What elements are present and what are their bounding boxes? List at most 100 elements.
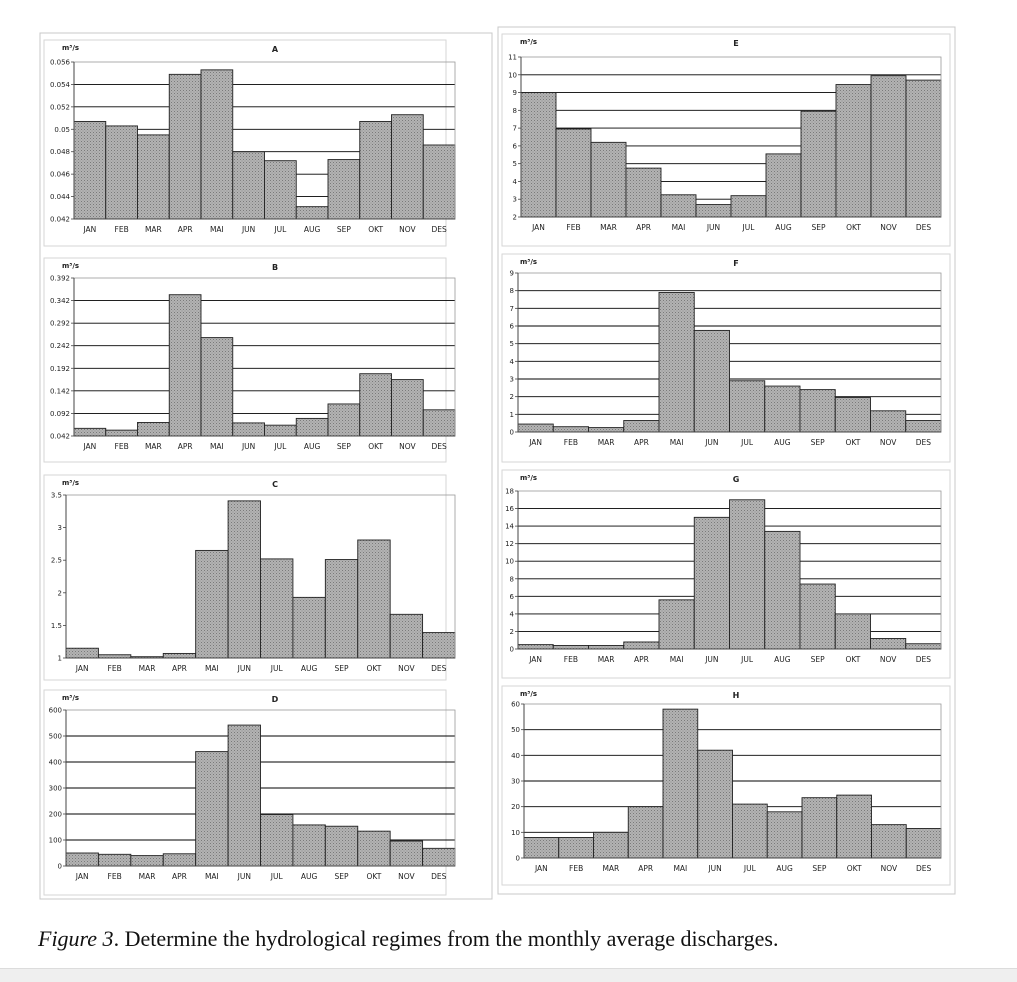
x-tick-label: APR	[636, 223, 651, 232]
y-unit-label: m³/s	[62, 44, 79, 52]
bar-c-sep	[324, 559, 359, 659]
bar-c-aug	[292, 596, 326, 659]
bar-h-mar	[593, 831, 629, 859]
x-tick-label: SEP	[337, 225, 351, 234]
bar-g-mar	[588, 645, 625, 650]
bar-h-aug	[766, 811, 803, 859]
bar-b-jan	[73, 427, 107, 437]
y-unit-label: m³/s	[62, 694, 79, 702]
y-tick-label: 1.5	[51, 622, 62, 630]
x-tick-label: OKT	[368, 442, 383, 451]
x-tick-label: NOV	[398, 664, 415, 673]
y-tick-label: 3	[513, 196, 517, 204]
y-tick-label: 300	[49, 785, 62, 793]
x-tick-label: OKT	[845, 438, 860, 447]
bar-b-apr	[168, 294, 202, 437]
bar-a-nov	[391, 114, 424, 220]
x-tick-label: NOV	[881, 864, 898, 873]
bar-b-okt	[359, 373, 392, 437]
x-tick-label: AUG	[304, 442, 321, 451]
x-tick-label: DES	[431, 664, 447, 673]
x-tick-label: OKT	[846, 223, 861, 232]
x-tick-label: APR	[634, 655, 649, 664]
x-tick-label: OKT	[368, 225, 383, 234]
x-tick-label: SEP	[335, 664, 349, 673]
bar-e-okt	[835, 84, 872, 218]
x-tick-label: FEB	[115, 225, 129, 234]
bar-g-jun	[693, 516, 730, 650]
bar-e-apr	[625, 167, 662, 218]
x-tick-label: APR	[178, 225, 193, 234]
y-tick-label: 3	[510, 376, 514, 384]
y-tick-label: 600	[49, 707, 62, 715]
x-tick-label: MAR	[602, 864, 619, 873]
bar-h-jan	[523, 837, 560, 859]
bar-e-nov	[870, 75, 907, 218]
bar-d-jun	[227, 724, 261, 867]
y-unit-label: m³/s	[520, 38, 537, 46]
bar-h-okt	[836, 794, 872, 859]
bar-d-feb	[97, 853, 132, 867]
y-tick-label: 0.392	[50, 275, 70, 283]
y-tick-label: 0.142	[50, 387, 70, 395]
bar-c-apr	[162, 652, 197, 659]
bar-d-mai	[195, 751, 229, 867]
x-tick-label: AUG	[776, 864, 793, 873]
x-tick-label: AUG	[304, 225, 321, 234]
y-tick-label: 16	[505, 505, 514, 513]
x-tick-label: NOV	[399, 442, 416, 451]
x-tick-label: DES	[916, 223, 932, 232]
bar-g-sep	[799, 583, 836, 650]
chart-title: F	[733, 259, 738, 268]
bar-e-jul	[730, 195, 767, 218]
x-tick-label: JAN	[528, 655, 542, 664]
bar-b-mar	[137, 422, 170, 437]
chart-panel-e: 2 3 4 5 6 7 8 9 10 11 JAN FEB MAR APR MAI JUN JUL AUG SEP O…	[501, 33, 951, 247]
x-tick-label: MAR	[598, 438, 615, 447]
y-unit-label: m³/s	[62, 479, 79, 487]
y-tick-label: 2.5	[51, 557, 62, 565]
x-tick-label: FEB	[564, 438, 578, 447]
y-tick-label: 9	[510, 270, 514, 278]
bar-b-des	[422, 409, 456, 437]
chart-panel-g: 0 2 4 6 8 10 12 14 16 18 JAN FEB MAR APR MAI JUN JUL AUG S…	[501, 469, 951, 679]
bar-g-jan	[517, 644, 554, 650]
chart-panels: 0.042 0.044 0.046 0.048 0.05 0.052 0.054 0.056 J…	[43, 33, 951, 896]
y-tick-label: 0.042	[50, 216, 70, 224]
x-tick-label: DES	[916, 438, 932, 447]
y-tick-label: 1	[58, 655, 62, 663]
x-tick-label: FEB	[115, 442, 129, 451]
x-tick-label: AUG	[774, 438, 791, 447]
chart-panel-f: 0 1 2 3 4 5 6 7 8 9 JAN FEB MAR APR MAI JUN JUL AUG SEP OKT…	[501, 253, 951, 463]
x-tick-label: APR	[634, 438, 649, 447]
bar-b-nov	[391, 379, 424, 437]
bar-g-des	[905, 643, 942, 650]
chart-panel-c: 1 1.5 2 2.5 3 3.5 JAN FEB MAR APR MAI JUN JUL AUG SEP O…	[43, 474, 456, 681]
y-tick-label: 0.05	[54, 126, 70, 134]
y-tick-label: 3.5	[51, 492, 62, 500]
y-tick-label: 9	[513, 89, 517, 97]
bar-c-des	[422, 632, 456, 659]
x-tick-label: NOV	[398, 872, 415, 881]
x-tick-label: APR	[172, 872, 187, 881]
x-tick-label: NOV	[880, 223, 897, 232]
window-bottom-strip	[0, 968, 1017, 982]
chart-panel-d: 0 100 200 300 400 500 600 JAN FEB MAR APR MAI JUN JUL…	[43, 689, 456, 896]
y-tick-label: 11	[508, 54, 517, 62]
bar-e-jun	[695, 204, 732, 218]
y-tick-label: 0	[58, 863, 62, 871]
bar-c-mai	[195, 549, 229, 659]
x-tick-label: JAN	[528, 438, 542, 447]
x-tick-label: JAN	[531, 223, 545, 232]
y-tick-label: 0.048	[50, 148, 70, 156]
x-tick-label: JUL	[743, 864, 757, 873]
bar-a-mar	[137, 134, 170, 220]
y-tick-label: 4	[510, 610, 515, 618]
chart-panel-a: 0.042 0.044 0.046 0.048 0.05 0.052 0.054 0.056 J…	[43, 39, 456, 247]
x-tick-label: NOV	[880, 438, 897, 447]
bar-f-jun	[693, 329, 730, 433]
bar-e-des	[905, 79, 942, 218]
y-tick-label: 2	[58, 589, 62, 597]
bar-h-nov	[871, 824, 907, 859]
